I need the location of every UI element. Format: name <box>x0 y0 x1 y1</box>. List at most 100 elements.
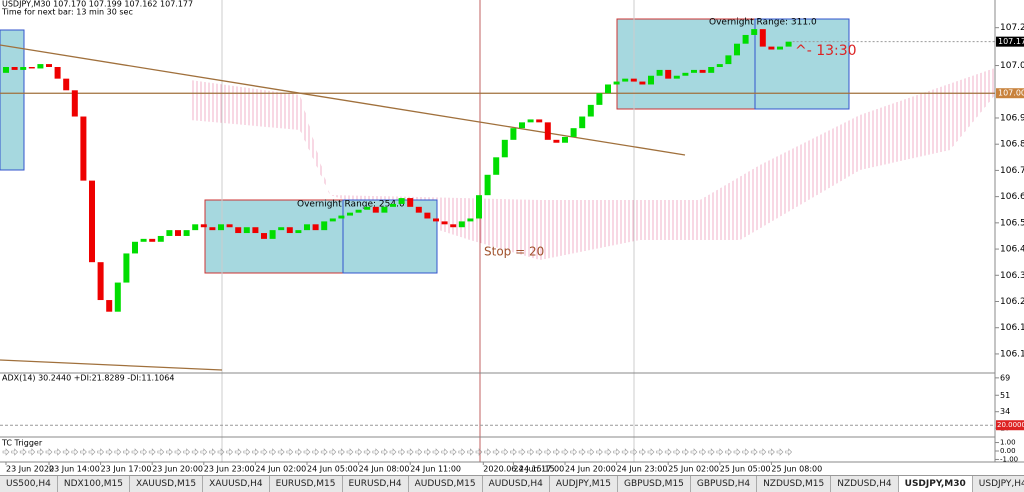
candle-body <box>37 64 44 69</box>
trigger-arrow <box>578 448 586 456</box>
trigger-arrow <box>191 448 199 456</box>
y-tick-label: 106.645 <box>1000 192 1024 202</box>
trigger-arrow <box>398 448 406 456</box>
candle-body <box>338 215 345 219</box>
trigger-arrow <box>363 448 371 456</box>
level-label: 20.0000 <box>997 421 1024 429</box>
x-tick-label: 23 Jun 17:00 <box>101 465 152 474</box>
tab[interactable]: XAUUSD,H4 <box>203 476 270 492</box>
tab[interactable]: AUDJPY,M15 <box>550 476 619 492</box>
trigger-arrow <box>123 448 130 456</box>
candle-body <box>63 78 70 91</box>
candle-body <box>648 75 654 85</box>
trigger-arrow <box>458 448 466 456</box>
trendline <box>0 44 686 156</box>
tab[interactable]: EURUSD,M15 <box>270 476 343 492</box>
trigger-arrow <box>725 448 732 456</box>
candle-body <box>450 224 457 228</box>
candle-body <box>140 238 147 242</box>
tab[interactable]: XAUUSD,M15 <box>130 476 204 492</box>
y-tick-label: 106.375 <box>1000 271 1024 281</box>
tab[interactable]: AUDUSD,M15 <box>409 476 483 492</box>
x-tick-label: 23 Jun 20:00 <box>152 465 203 474</box>
candle-body <box>587 104 594 117</box>
candle-body <box>742 34 749 44</box>
trigger-arrow <box>424 448 431 456</box>
candle-body <box>613 81 620 85</box>
candle-body <box>519 122 525 129</box>
y-tick-label: 106.555 <box>1000 218 1024 228</box>
trigger-arrow <box>587 448 595 456</box>
trigger-arrow <box>200 448 208 456</box>
tab[interactable]: NZDUSD,H4 <box>831 476 899 492</box>
candle-body <box>407 198 414 207</box>
candle-body <box>157 235 164 242</box>
trigger-arrow <box>277 448 285 456</box>
candle-body <box>200 224 207 228</box>
x-tick-label: 25 Jun 02:00 <box>668 465 719 474</box>
x-tick-label: 24 Jun 20:00 <box>565 465 616 474</box>
candle-body <box>699 69 706 73</box>
y-tick-label: 51 <box>1000 391 1010 400</box>
candle-body <box>89 180 95 263</box>
candle-body <box>768 46 775 50</box>
trigger-arrow <box>269 448 277 456</box>
x-tick-label: 23 Jun 14:00 <box>49 465 100 474</box>
trigger-arrow <box>535 448 543 456</box>
trigger-arrow <box>406 448 414 456</box>
trigger-arrow <box>707 448 715 456</box>
y-tick-label: 1.00 <box>1000 439 1016 447</box>
tab[interactable]: NZDUSD,M15 <box>757 476 832 492</box>
trigger-arrow <box>664 448 672 456</box>
trigger-arrow <box>776 448 784 456</box>
tab[interactable]: EURUSD,H4 <box>343 476 409 492</box>
tab[interactable]: US500,H4 <box>0 476 58 492</box>
x-tick-label: 24 Jun 08:00 <box>359 465 410 474</box>
candle-body <box>28 67 35 69</box>
tab[interactable]: GBPUSD,H4 <box>691 476 758 492</box>
candle-body <box>785 41 792 47</box>
trigger-arrow <box>252 448 259 456</box>
trigger-arrow <box>501 448 509 456</box>
tab[interactable]: GBPUSD,M15 <box>618 476 691 492</box>
trigger-title: TC Trigger <box>1 439 43 448</box>
candle-body <box>347 212 353 216</box>
candle-body <box>106 300 113 312</box>
trigger-arrow <box>234 448 242 456</box>
candle-body <box>691 69 697 73</box>
x-tick-label: 24 Jun 17:00 <box>513 465 564 474</box>
tab[interactable]: USDJPY,M30 <box>898 476 973 492</box>
trigger-arrow <box>148 448 156 456</box>
tab[interactable]: USDJPY,H4 <box>973 476 1024 492</box>
candle-body <box>226 224 233 228</box>
trigger-arrow <box>742 448 750 456</box>
tab[interactable]: NDX100,M15 <box>58 476 130 492</box>
trigger-arrow <box>544 448 552 456</box>
y-tick-label: 106.915 <box>1000 113 1024 123</box>
range-box <box>616 18 850 110</box>
candle-body <box>175 230 181 236</box>
level-label: 107.000 <box>998 89 1024 98</box>
trigger-arrow <box>2 448 10 456</box>
candle-body <box>673 75 680 79</box>
adx-title: ADX(14) 30.2440 +DI:21.8289 -DI:11.1064 <box>2 374 174 383</box>
trigger-arrow <box>355 448 363 456</box>
candle-body <box>725 55 732 65</box>
trigger-arrow <box>140 448 148 456</box>
trigger-arrow <box>467 448 474 456</box>
candle-body <box>553 139 560 143</box>
y-tick-label: 106.285 <box>1000 297 1024 307</box>
trigger-arrow <box>750 448 758 456</box>
trigger-arrow <box>484 448 492 456</box>
candle-body <box>536 119 543 123</box>
candle-body <box>605 84 611 94</box>
trigger-arrow <box>338 448 345 456</box>
candle-body <box>97 262 104 301</box>
candle-body <box>493 157 500 175</box>
tab[interactable]: AUDUSD,H4 <box>483 476 550 492</box>
trigger-arrow <box>329 448 337 456</box>
trigger-arrow <box>716 448 724 456</box>
candle-body <box>123 253 130 283</box>
trigger-arrow <box>596 448 603 456</box>
x-tick-label: 24 Jun 05:00 <box>307 465 358 474</box>
